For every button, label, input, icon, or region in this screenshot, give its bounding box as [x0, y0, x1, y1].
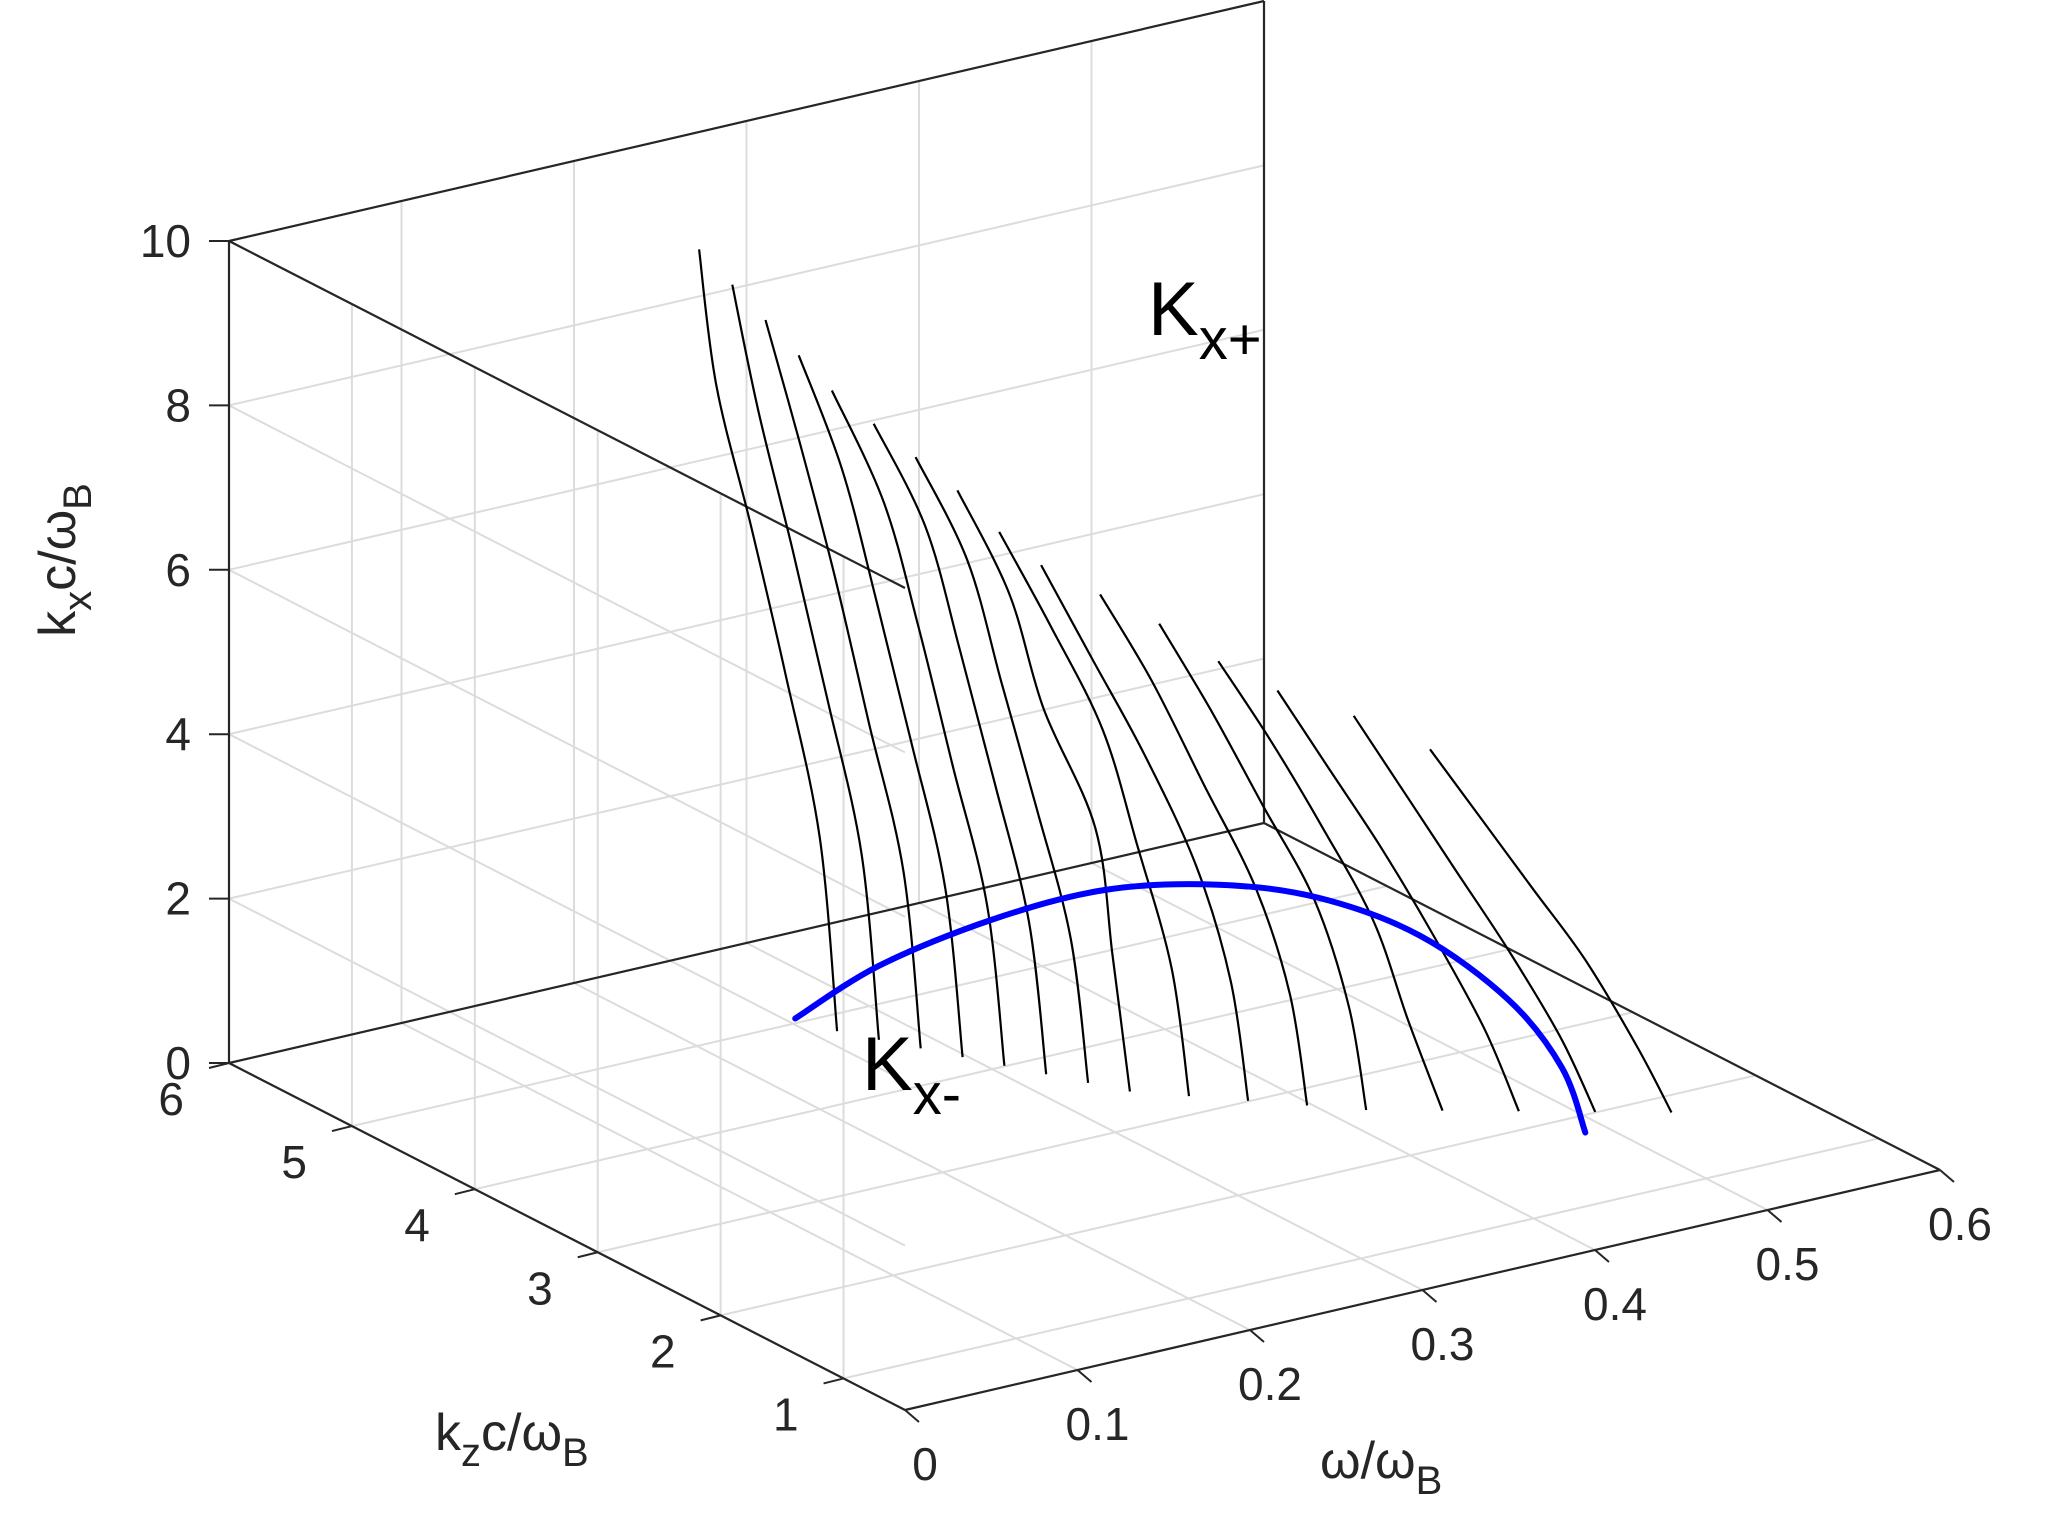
grid-line-right-kx	[228, 164, 1265, 407]
z-tick-label: 0	[165, 1037, 191, 1089]
x-tick-mark	[1421, 1289, 1438, 1303]
x-tick-label: 0.2	[1238, 1358, 1302, 1410]
x-tick-mark	[1594, 1249, 1610, 1263]
grid-line-floor-omega	[573, 982, 1251, 1331]
grid-line-floor-omega	[746, 942, 1423, 1291]
dispersion-curve-1	[1429, 748, 1673, 1114]
dispersion-curves	[698, 249, 1673, 1114]
y-tick-mark	[823, 1377, 844, 1385]
dispersion-curve-7	[1040, 564, 1250, 1101]
grid-line-floor-omega	[1091, 862, 1768, 1211]
x-tick-label: 0.4	[1583, 1278, 1647, 1330]
dispersion-curve-5	[1158, 623, 1368, 1111]
x-tick-mark	[904, 1409, 920, 1423]
z-tick-label: 6	[165, 544, 191, 596]
dispersion-curve-4	[1217, 660, 1444, 1111]
y-tick-label: 6	[158, 1073, 184, 1125]
axis-box-edge	[1263, 822, 1941, 1171]
axes-box	[227, 0, 1941, 1412]
z-axis-title: kxc/ωB	[29, 483, 100, 637]
x-axis-title: ω/ωB	[1320, 1432, 1442, 1503]
grid-line-floor-kz	[351, 885, 1388, 1128]
z-tick-label: 4	[165, 708, 191, 760]
axis-box-edge	[228, 821, 1265, 1065]
dispersion-curve-11	[872, 423, 1048, 1075]
grid-line-left-kx	[228, 568, 906, 918]
axis-box-edge	[228, 0, 1265, 243]
x-tick-label: 0	[912, 1438, 938, 1490]
x-tick-label: 0.1	[1066, 1398, 1130, 1450]
y-tick-mark	[331, 1125, 353, 1133]
dispersion-curve-16	[698, 249, 839, 1032]
x-tick-mark	[1249, 1329, 1265, 1343]
grid-line-right-kx	[228, 328, 1265, 571]
dispersion-curve-13	[797, 354, 964, 1058]
y-tick-label: 1	[773, 1388, 799, 1440]
grid-line-right-kx	[228, 493, 1265, 736]
dispersion-curve-14	[764, 319, 922, 1049]
dispersion-curve-2	[1352, 715, 1597, 1113]
annotation-kx-minus: Kx-	[862, 1022, 961, 1127]
highlight-curve-group	[792, 881, 1589, 1136]
grid-line-left-kx	[228, 404, 906, 754]
y-axis-title: kzc/ωB	[435, 1404, 589, 1475]
highlight-curve	[792, 881, 1589, 1136]
x-tick-mark	[1766, 1209, 1783, 1223]
grid-line-floor-kz	[597, 1011, 1633, 1254]
grid-line-floor-omega	[401, 1022, 1078, 1371]
y-tick-mark	[700, 1314, 721, 1322]
y-tick-mark	[454, 1188, 476, 1196]
dispersion-curve-10	[914, 456, 1090, 1084]
x-tick-label: 0.6	[1928, 1198, 1992, 1250]
grid-lines	[228, 0, 1941, 1411]
y-tick-mark	[577, 1251, 598, 1259]
x-tick-mark	[1939, 1169, 1955, 1183]
dispersion-curve-12	[830, 390, 1006, 1066]
dispersion-curve-15	[731, 284, 880, 1040]
grid-line-floor-kz	[474, 948, 1511, 1191]
y-tick-label: 3	[527, 1262, 553, 1314]
z-tick-label: 2	[165, 873, 191, 925]
y-tick-label: 2	[650, 1325, 676, 1377]
z-tick-label: 8	[165, 379, 191, 431]
x-tick-mark	[1076, 1369, 1093, 1383]
y-tick-label: 4	[404, 1199, 430, 1251]
x-tick-label: 0.3	[1411, 1318, 1475, 1370]
axis-box-edge	[228, 240, 906, 589]
y-tick-label: 5	[281, 1136, 307, 1188]
dispersion-curve-9	[956, 489, 1131, 1092]
grid-line-floor-omega	[918, 902, 1596, 1251]
z-tick-label: 10	[140, 215, 191, 267]
annotation-kx-plus: Kx+	[1148, 267, 1262, 372]
x-tick-label: 0.5	[1756, 1238, 1820, 1290]
grid-line-floor-kz	[843, 1137, 1879, 1380]
dispersion-curve-8	[998, 531, 1191, 1097]
grid-line-left-kx	[228, 733, 906, 1083]
dispersion-curve-6	[1099, 593, 1309, 1106]
dispersion-curve-3	[1276, 689, 1520, 1112]
axis-box-edge	[228, 1062, 906, 1411]
grid-line-right-kx	[228, 657, 1265, 900]
grid-line-left-kx	[228, 897, 906, 1247]
